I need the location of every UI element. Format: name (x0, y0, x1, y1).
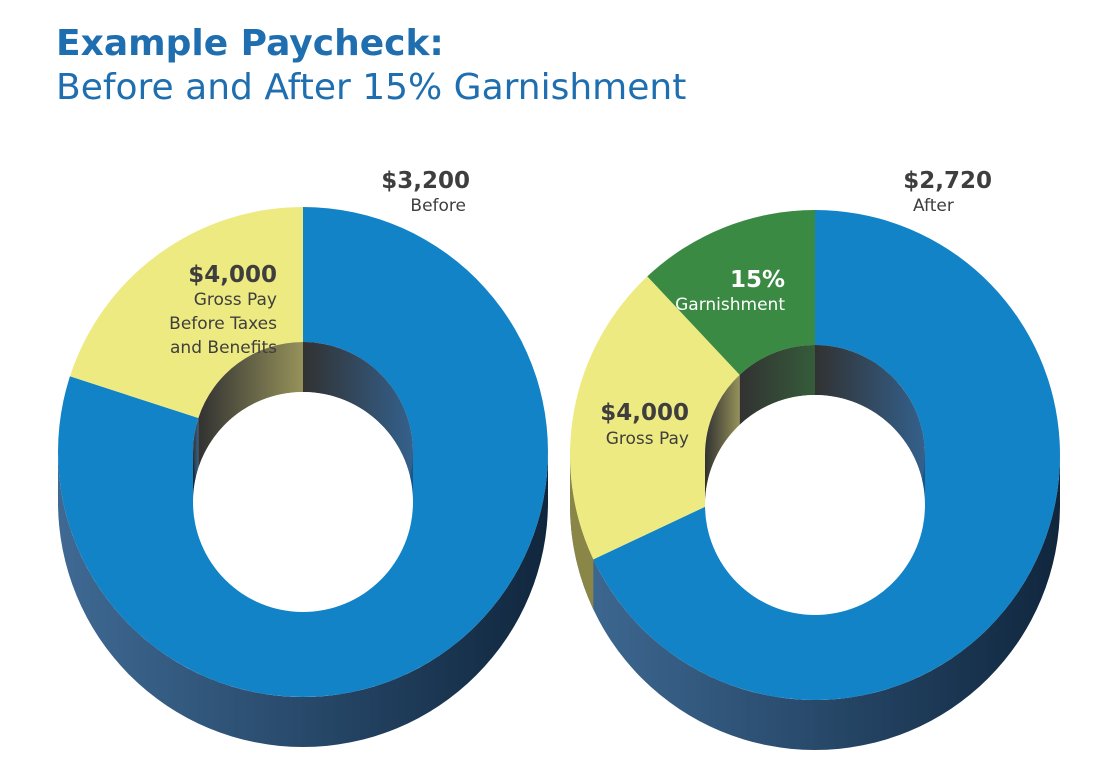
left-donut-side (58, 452, 548, 747)
right-inner-wall-0-1 (815, 345, 925, 505)
left-takehome-label: Before (410, 196, 466, 216)
right-takehome-value: $2,720 (903, 168, 992, 194)
subtitle-line: Before and After 15% Garnishment (56, 67, 687, 108)
right-slice-2 (647, 210, 815, 375)
left-slice-0 (58, 207, 548, 697)
charts-group (58, 207, 1060, 750)
right-donut-side (570, 455, 1060, 750)
left-gross-line-1: Gross Pay (194, 290, 277, 310)
right-inner-wall-1-0 (705, 374, 740, 505)
left-chart-labels: $3,200 Before $4,000 Gross Pay Before Ta… (169, 168, 470, 358)
right-garnishment-value: 15% (730, 267, 785, 293)
right-donut (570, 210, 1060, 750)
right-inner-wall-2-0 (739, 345, 815, 425)
chart-title: Example Paycheck: Before and After 15% G… (56, 22, 686, 110)
right-gross-line-1: Gross Pay (606, 429, 689, 449)
right-donut-hole (705, 395, 925, 615)
right-takehome-label: After (913, 196, 954, 216)
right-gross-value: $4,000 (600, 400, 689, 426)
left-donut-hole (193, 392, 413, 612)
left-slice-1 (69, 207, 303, 419)
right-side-seg-1 (570, 455, 594, 610)
right-chart-labels: $2,720 After 15% Garnishment $4,000 Gros… (600, 168, 992, 449)
right-slice-1 (570, 276, 740, 560)
left-inner-wall-0-0 (193, 418, 199, 502)
left-gross-line-3: and Benefits (170, 338, 277, 358)
left-gross-value: $4,000 (188, 262, 277, 288)
right-garnishment-label: Garnishment (675, 295, 785, 315)
left-inner-wall-0-1 (303, 342, 413, 502)
right-slice-0 (593, 210, 1060, 700)
title-line: Example Paycheck: (56, 23, 444, 64)
left-takehome-value: $3,200 (381, 168, 470, 194)
left-gross-line-2: Before Taxes (169, 314, 277, 334)
left-donut (58, 207, 548, 747)
left-inner-wall-1-0 (198, 342, 303, 469)
